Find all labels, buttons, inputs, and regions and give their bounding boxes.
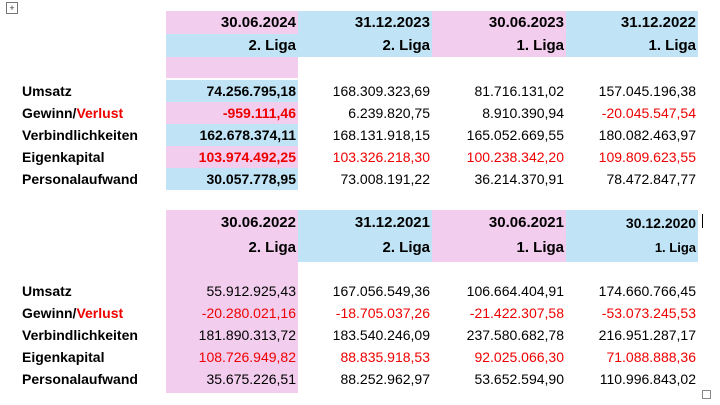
- t2-col4-liabilities[interactable]: 216.951.287,17: [598, 327, 696, 343]
- t1-col4-liabilities[interactable]: 180.082.463,97: [598, 127, 696, 143]
- t1-col4-profit[interactable]: -20.045.547,54: [601, 105, 696, 121]
- t2-label-profit-part1: Gewinn/: [22, 305, 77, 321]
- t1-revenue-bg: [166, 80, 298, 102]
- t1-col3-profit[interactable]: 8.910.390,94: [482, 105, 564, 121]
- t1-profit-bg: [166, 102, 298, 124]
- t1-col3-personnel[interactable]: 36.214.370,91: [474, 171, 564, 187]
- t2-col3-bg: [432, 210, 566, 262]
- t1-col4-equity[interactable]: 109.809.623,55: [598, 149, 696, 165]
- t2-col4-revenue[interactable]: 174.660.766,45: [598, 283, 696, 299]
- t1-col4-personnel[interactable]: 78.472.847,77: [606, 171, 696, 187]
- t2-col4-date[interactable]: 30.12.2020: [625, 215, 696, 231]
- t2-col4-profit[interactable]: -53.073.245,53: [601, 305, 696, 321]
- t1-label-liabilities[interactable]: Verbindlichkeiten: [22, 127, 138, 143]
- t2-col2-profit[interactable]: -18.705.037,26: [335, 305, 430, 321]
- t1-equity-bg: [166, 146, 298, 168]
- t2-col2-equity[interactable]: 88.835.918,53: [340, 349, 430, 365]
- t1-header-bg-col3: [432, 11, 566, 57]
- t2-col2-bg: [298, 210, 432, 262]
- t2-col1-bg: [166, 210, 298, 393]
- t1-col3-revenue[interactable]: 81.716.131,02: [474, 83, 564, 99]
- t1-col2-liabilities[interactable]: 168.131.918,15: [332, 127, 430, 143]
- t1-header-bg-col4: [566, 11, 698, 57]
- table-resize-handle-icon[interactable]: [702, 390, 711, 399]
- t1-col2-profit[interactable]: 6.239.820,75: [348, 105, 430, 121]
- t2-col1-revenue[interactable]: 55.912.925,43: [206, 283, 296, 299]
- table-move-handle-icon[interactable]: +: [6, 2, 18, 14]
- t1-label-profit-part1: Gewinn/: [22, 105, 77, 121]
- t2-col3-equity[interactable]: 92.025.066,30: [474, 349, 564, 365]
- t1-header-bg-col2: [298, 11, 432, 57]
- t1-personnel-bg: [166, 168, 298, 190]
- t1-col2-personnel[interactable]: 73.008.191,22: [340, 171, 430, 187]
- t1-liabilities-bg: [166, 124, 298, 146]
- text-cursor: [702, 214, 703, 228]
- t1-spacer-pink: [166, 57, 298, 78]
- t1-col4-date[interactable]: 31.12.2022: [620, 14, 696, 31]
- t1-label-personnel[interactable]: Personalaufwand: [22, 171, 138, 187]
- t1-col3-league[interactable]: 1. Liga: [516, 37, 564, 54]
- t2-col1-liabilities[interactable]: 181.890.313,72: [198, 327, 296, 343]
- t1-label-revenue[interactable]: Umsatz: [22, 83, 72, 99]
- t1-col4-league[interactable]: 1. Liga: [648, 37, 696, 54]
- t2-col2-revenue[interactable]: 167.056.549,36: [332, 283, 430, 299]
- t2-label-personnel[interactable]: Personalaufwand: [22, 371, 138, 387]
- t1-col3-liabilities[interactable]: 165.052.669,55: [466, 127, 564, 143]
- t1-col2-equity[interactable]: 103.326.218,30: [332, 149, 430, 165]
- t1-col1-league[interactable]: 2. Liga: [248, 37, 296, 54]
- t1-col3-equity[interactable]: 100.238.342,20: [466, 149, 564, 165]
- t1-col1-liabilities[interactable]: 162.678.374,11: [199, 127, 296, 143]
- t2-col2-league[interactable]: 2. Liga: [382, 239, 430, 256]
- t2-col3-liabilities[interactable]: 237.580.682,78: [466, 327, 564, 343]
- t2-col4-bg: [566, 210, 698, 262]
- t1-col1-revenue[interactable]: 74.256.795,18: [206, 83, 296, 99]
- t1-col2-date[interactable]: 31.12.2023: [354, 14, 430, 31]
- t1-col1-date[interactable]: 30.06.2024: [220, 14, 296, 31]
- t2-label-liabilities[interactable]: Verbindlichkeiten: [22, 327, 138, 343]
- t1-col1-personnel[interactable]: 30.057.778,95: [206, 171, 296, 187]
- t1-header-bg-col1-league: [166, 34, 298, 57]
- t1-label-profit-part2: Verlust: [76, 105, 124, 121]
- t2-col1-profit[interactable]: -20.280.021,16: [201, 305, 296, 321]
- t2-col3-date[interactable]: 30.06.2021: [488, 214, 564, 231]
- t1-col2-revenue[interactable]: 168.309.323,69: [332, 83, 430, 99]
- t2-col4-personnel[interactable]: 110.996.843,02: [599, 371, 696, 387]
- t2-col4-equity[interactable]: 71.088.888,36: [606, 349, 696, 365]
- t2-label-equity[interactable]: Eigenkapital: [22, 349, 105, 365]
- t2-col1-league[interactable]: 2. Liga: [248, 239, 296, 256]
- t1-col3-date[interactable]: 30.06.2023: [488, 14, 564, 31]
- t1-col4-revenue[interactable]: 157.045.196,38: [598, 83, 696, 99]
- t2-col4-league[interactable]: 1. Liga: [654, 240, 696, 255]
- t2-col1-equity[interactable]: 108.726.949,82: [198, 349, 296, 365]
- t1-label-equity[interactable]: Eigenkapital: [22, 149, 105, 165]
- t1-col1-profit[interactable]: -959.111,46: [222, 105, 296, 121]
- t1-col2-league[interactable]: 2. Liga: [382, 37, 430, 54]
- t1-col1-equity[interactable]: 103.974.492,25: [198, 149, 296, 165]
- t2-col1-personnel[interactable]: 35.675.226,51: [206, 371, 296, 387]
- t2-col3-revenue[interactable]: 106.664.404,91: [466, 283, 564, 299]
- t2-label-profit-part2: Verlust: [76, 305, 124, 321]
- t2-col2-personnel[interactable]: 88.252.962,97: [340, 371, 430, 387]
- t2-label-profit[interactable]: Gewinn/Verlust: [22, 302, 123, 324]
- t2-label-revenue[interactable]: Umsatz: [22, 283, 72, 299]
- t2-col3-league[interactable]: 1. Liga: [516, 239, 564, 256]
- t2-col2-date[interactable]: 31.12.2021: [354, 214, 430, 231]
- t2-col3-personnel[interactable]: 53.652.594,90: [474, 371, 564, 387]
- t2-col1-date[interactable]: 30.06.2022: [220, 214, 296, 231]
- t1-label-profit[interactable]: Gewinn/Verlust: [22, 102, 123, 124]
- t2-col2-liabilities[interactable]: 183.540.246,09: [332, 327, 430, 343]
- t2-col3-profit[interactable]: -21.422.307,58: [469, 305, 564, 321]
